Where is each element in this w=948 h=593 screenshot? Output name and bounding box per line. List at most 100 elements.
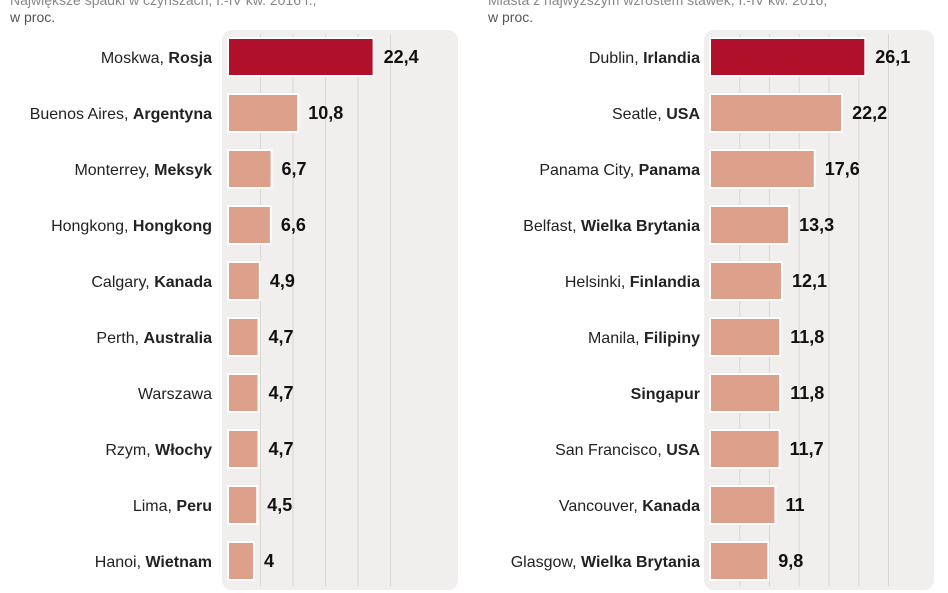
right-bar — [709, 429, 781, 469]
right-value-label: 11 — [785, 495, 804, 515]
right-bar — [709, 373, 782, 413]
left-bar — [227, 37, 375, 77]
left-category-label: Hanoi, Wietnam — [95, 554, 212, 571]
left-chart-panel: Największe spadki w czynszach, I.-IV kw.… — [10, 0, 458, 590]
right-category-city: Dublin, — [589, 50, 643, 67]
right-value-label: 11,8 — [790, 383, 824, 403]
right-category-label: Panama City, Panama — [539, 162, 700, 179]
right-bar — [709, 485, 777, 525]
left-category-city: Rzym, — [105, 442, 155, 459]
left-chart-title: Największe spadki w czynszach, I.-IV kw.… — [10, 0, 317, 8]
left-category-country: Meksyk — [154, 162, 212, 179]
right-category-label: Belfast, Wielka Brytania — [523, 218, 700, 235]
right-chart-header: Miasta z najwyższym wzrostem stawek, I.-… — [488, 0, 827, 26]
left-category-label: Calgary, Kanada — [91, 274, 212, 291]
left-plot-band — [222, 30, 458, 590]
right-category-city: Vancouver, — [559, 498, 642, 515]
right-chart-title: Miasta z najwyższym wzrostem stawek, I.-… — [488, 0, 828, 8]
left-category-city: Monterrey, — [74, 162, 154, 179]
left-value-label: 6,7 — [282, 159, 307, 179]
left-bar — [227, 261, 261, 301]
left-bar — [227, 541, 255, 581]
left-category-city: Moskwa, — [101, 50, 169, 67]
right-category-country: Panama — [639, 162, 700, 179]
right-chart-units: w proc. — [488, 9, 534, 25]
right-value-label: 22,2 — [852, 103, 887, 123]
left-category-city: Hongkong, — [51, 218, 133, 235]
left-value-label: 4,7 — [269, 439, 294, 459]
left-bar — [227, 429, 260, 469]
left-category-city: Lima, — [133, 498, 177, 515]
right-category-city: Seatle, — [612, 106, 666, 123]
right-category-label: San Francisco, USA — [555, 442, 700, 459]
left-chart-header: Największe spadki w czynszach, I.-IV kw.… — [10, 0, 317, 26]
left-value-label: 4,7 — [269, 327, 294, 347]
left-category-city: Buenos Aires, — [30, 106, 133, 123]
right-category-city: San Francisco, — [555, 442, 666, 459]
right-category-label: Manila, Filipiny — [588, 330, 700, 347]
left-bar-chart: 22,4 Moskwa, Rosja 10,8 Buenos Aires, Argen… — [30, 30, 458, 590]
right-category-country: Finlandia — [630, 274, 700, 291]
right-bar — [709, 93, 844, 133]
right-value-label: 26,1 — [875, 47, 910, 67]
left-category-label: Perth, Australia — [96, 330, 212, 347]
right-category-city: Manila, — [588, 330, 644, 347]
right-category-label: Dublin, Irlandia — [589, 50, 700, 67]
right-value-label: 11,8 — [790, 327, 824, 347]
left-value-label: 4,7 — [269, 383, 294, 403]
right-bar — [709, 37, 867, 77]
left-bar — [227, 485, 259, 525]
left-value-label: 4,5 — [267, 495, 292, 515]
right-category-country: Kanada — [642, 498, 700, 515]
left-category-label: Warszawa — [138, 386, 212, 403]
left-chart-units: w proc. — [10, 9, 56, 25]
left-bar — [227, 373, 260, 413]
right-bar-chart: 26,1 Dublin, Irlandia 22,2 Seatle, USA 17,6 P… — [511, 30, 934, 590]
left-bar — [227, 93, 300, 133]
left-category-country: Argentyna — [133, 106, 212, 123]
right-category-label: Vancouver, Kanada — [559, 498, 700, 515]
left-category-label: Lima, Peru — [133, 498, 212, 515]
left-category-country: Peru — [176, 498, 212, 515]
right-bar — [709, 149, 816, 189]
right-category-country: Wielka Brytania — [581, 218, 700, 235]
left-category-label: Buenos Aires, Argentyna — [30, 106, 212, 123]
left-category-country: Rosja — [168, 50, 212, 67]
right-category-country: USA — [666, 106, 700, 123]
right-bar — [709, 541, 770, 581]
left-category-country: Włochy — [155, 442, 212, 459]
right-category-country: Wielka Brytania — [581, 554, 700, 571]
left-value-label: 4,9 — [270, 271, 295, 291]
right-bar — [709, 317, 782, 357]
right-category-label: Helsinki, Finlandia — [565, 274, 700, 291]
left-category-city: Calgary, — [91, 274, 154, 291]
right-category-label: Singapur — [631, 386, 700, 403]
right-value-label: 13,3 — [799, 215, 834, 235]
right-category-country: Singapur — [631, 386, 700, 403]
right-bar — [709, 261, 783, 301]
right-value-label: 17,6 — [825, 159, 860, 179]
right-category-country: Irlandia — [643, 50, 700, 67]
left-category-city: Perth, — [96, 330, 143, 347]
right-category-label: Glasgow, Wielka Brytania — [511, 554, 700, 571]
left-bar — [227, 149, 273, 189]
left-category-country: Wietnam — [145, 554, 212, 571]
right-category-city: Belfast, — [523, 218, 581, 235]
left-category-city: Hanoi, — [95, 554, 146, 571]
right-category-label: Seatle, USA — [612, 106, 700, 123]
right-value-label: 11,7 — [790, 439, 824, 459]
right-value-label: 9,8 — [778, 551, 803, 571]
left-category-country: Kanada — [154, 274, 212, 291]
left-category-label: Hongkong, Hongkong — [51, 218, 212, 235]
left-category-country: Australia — [144, 330, 213, 347]
left-category-label: Monterrey, Meksyk — [74, 162, 212, 179]
right-category-country: Filipiny — [644, 330, 700, 347]
right-category-country: USA — [666, 442, 700, 459]
left-category-city: Warszawa — [138, 386, 212, 403]
right-category-city: Panama City, — [539, 162, 638, 179]
left-value-label: 22,4 — [384, 47, 419, 67]
right-category-city: Helsinki, — [565, 274, 630, 291]
left-value-label: 10,8 — [308, 103, 343, 123]
left-category-label: Moskwa, Rosja — [101, 50, 212, 67]
left-category-label: Rzym, Włochy — [105, 442, 212, 459]
